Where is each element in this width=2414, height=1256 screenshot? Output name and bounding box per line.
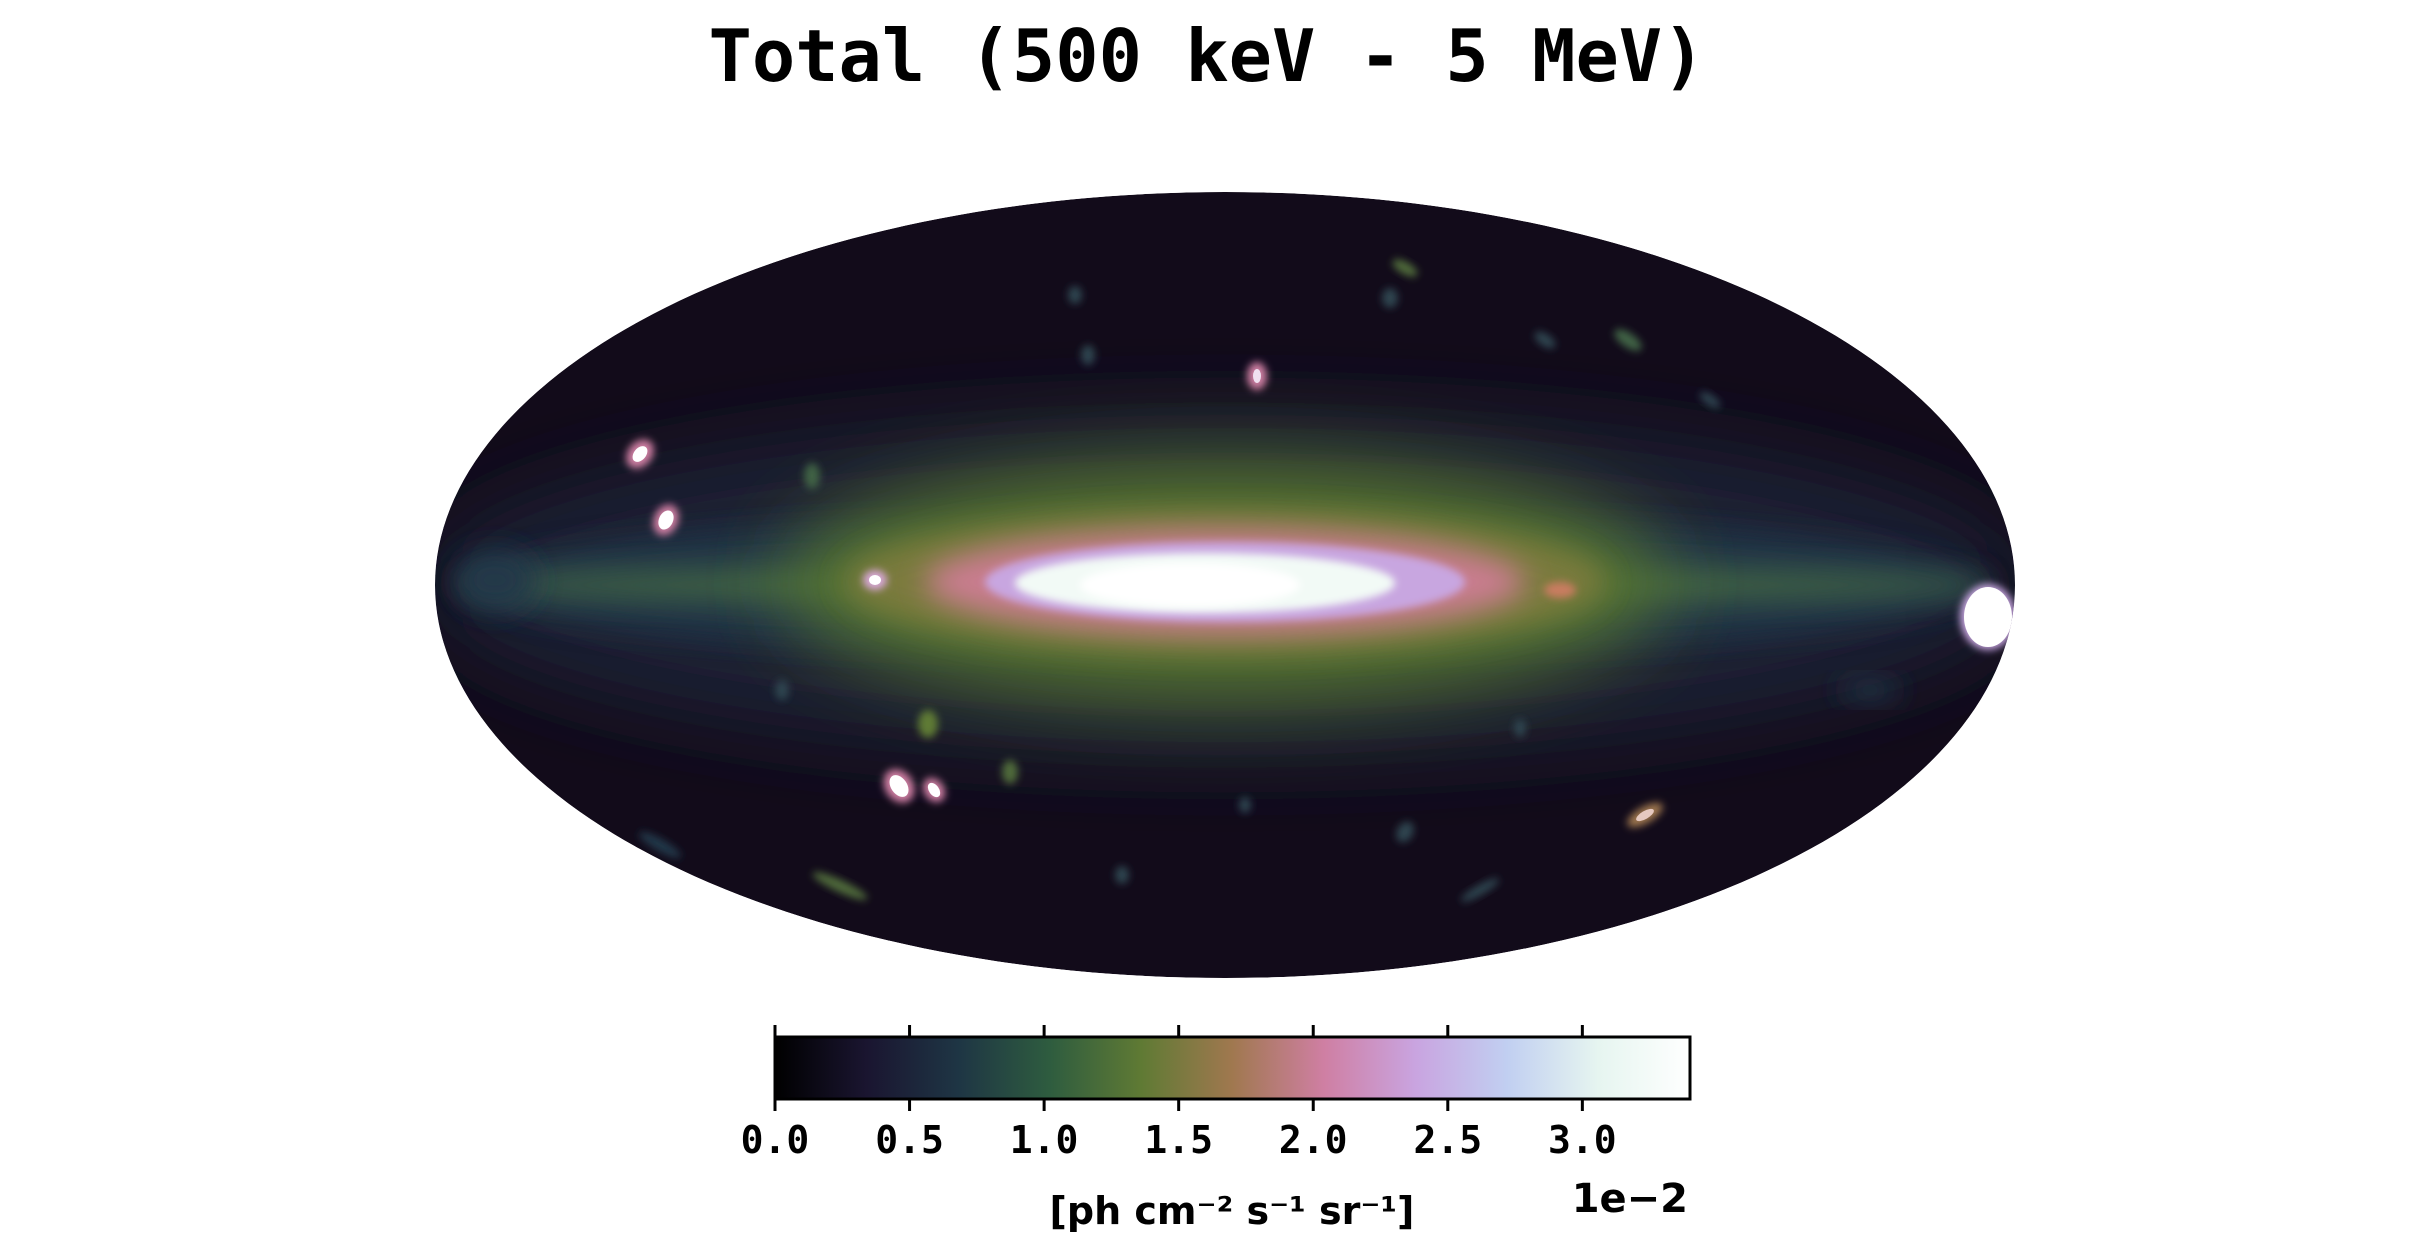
faint-source	[1068, 286, 1082, 304]
colorbar-tick-label: 1.0	[1010, 1118, 1079, 1162]
faint-source	[1392, 259, 1418, 277]
colorbar-multiplier: 1e−2	[1572, 1176, 1688, 1222]
point-source	[1964, 587, 2012, 647]
point-source	[1253, 369, 1261, 383]
faint-source	[1002, 760, 1018, 784]
colorbar-tick-label: 0.0	[741, 1118, 810, 1162]
colorbar-tick-label: 0.5	[875, 1118, 944, 1162]
faint-source	[918, 710, 938, 738]
colorbar-tick-label: 2.0	[1279, 1118, 1348, 1162]
faint-source	[1239, 797, 1251, 813]
faint-source	[775, 680, 789, 700]
faint-source	[804, 463, 820, 489]
point-source	[869, 575, 881, 585]
colorbar-tick-label: 3.0	[1548, 1118, 1617, 1162]
colorbar-tick-label: 1.5	[1144, 1118, 1213, 1162]
faint-source	[1614, 329, 1642, 351]
faint-source	[1396, 821, 1414, 843]
faint-source	[812, 872, 868, 900]
faint-source	[1382, 288, 1398, 308]
colorbar-label: [ph cm⁻² s⁻¹ sr⁻¹]	[1050, 1189, 1415, 1233]
colorbar: 0.0 0.5 1.0 1.5 2.0 2.5 3.0 [ph cm⁻² s⁻¹ sr⁻¹]…	[741, 1025, 1692, 1233]
point-source	[632, 446, 648, 462]
faint-source	[1115, 866, 1129, 884]
point-source	[889, 775, 909, 797]
faint-source	[1081, 345, 1095, 365]
chart-title: Total (500 keV - 5 MeV)	[708, 14, 1706, 98]
colorbar-tick-label: 2.5	[1413, 1118, 1482, 1162]
point-source	[1544, 582, 1576, 598]
faint-source	[455, 550, 535, 610]
faint-source	[1840, 680, 1900, 700]
faint-source	[1534, 331, 1556, 349]
faint-source	[1699, 391, 1721, 409]
point-source	[1636, 808, 1654, 822]
colorbar-ticks: 0.0 0.5 1.0 1.5 2.0 2.5 3.0	[741, 1025, 1617, 1162]
colorbar-gradient	[773, 1035, 1692, 1101]
point-source	[927, 782, 941, 798]
sky-map	[435, 192, 2015, 978]
bulge-core-bright	[1080, 563, 1300, 607]
faint-source	[639, 831, 681, 859]
point-source	[658, 510, 674, 530]
faint-source	[1460, 878, 1500, 902]
faint-source	[1514, 719, 1526, 737]
